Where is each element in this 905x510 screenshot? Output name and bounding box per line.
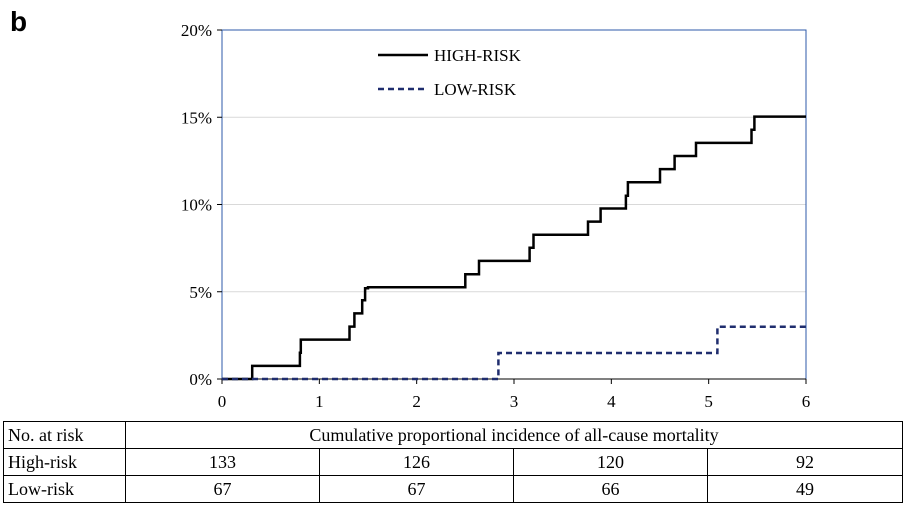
legend: HIGH-RISK LOW-RISK xyxy=(378,46,522,99)
table-row-high-risk: High-risk 133 126 120 92 xyxy=(3,448,903,476)
risk-table: No. at risk Cumulative proportional inci… xyxy=(3,421,903,503)
table-title: Cumulative proportional incidence of all… xyxy=(125,421,903,449)
y-tick-label: 5% xyxy=(189,283,212,302)
x-tick-label: 1 xyxy=(315,392,324,411)
y-tick-label: 10% xyxy=(181,196,212,215)
table-row-low-risk: Low-risk 67 67 66 49 xyxy=(3,475,903,503)
table-cell: 49 xyxy=(707,475,903,503)
table-cell: 66 xyxy=(513,475,708,503)
legend-label: LOW-RISK xyxy=(434,80,517,99)
series-line-high-risk xyxy=(222,115,806,381)
table-cell: 126 xyxy=(319,448,514,476)
grid-lines xyxy=(222,116,806,293)
mortality-chart: 0% 5% 10% 15% 20% 0 1 2 3 4 5 6 HIGH-RISK LOW-RISK xyxy=(181,21,810,411)
panel-label: b xyxy=(10,6,28,37)
row-label: Low-risk xyxy=(3,475,126,503)
table-cell: 92 xyxy=(707,448,903,476)
x-tick-label: 4 xyxy=(607,392,616,411)
axes: 0% 5% 10% 15% 20% 0 1 2 3 4 5 6 xyxy=(181,21,810,411)
x-tick-label: 6 xyxy=(802,392,811,411)
x-tick-label: 5 xyxy=(704,392,713,411)
y-tick-label: 0% xyxy=(189,370,212,389)
table-cell: 67 xyxy=(125,475,320,503)
table-cell: 120 xyxy=(513,448,708,476)
series-line-low-risk xyxy=(222,325,806,381)
y-tick-label: 20% xyxy=(181,21,212,40)
x-tick-label: 0 xyxy=(218,392,227,411)
x-tick-label: 2 xyxy=(412,392,421,411)
row-label: High-risk xyxy=(3,448,126,476)
table-cell: 133 xyxy=(125,448,320,476)
x-tick-label: 3 xyxy=(510,392,519,411)
y-tick-label: 15% xyxy=(181,108,212,127)
no-at-risk-label: No. at risk xyxy=(3,421,126,449)
series-lines xyxy=(222,115,806,381)
legend-label: HIGH-RISK xyxy=(434,46,522,65)
risk-table-header-row: No. at risk Cumulative proportional inci… xyxy=(3,421,903,449)
table-cell: 67 xyxy=(319,475,514,503)
